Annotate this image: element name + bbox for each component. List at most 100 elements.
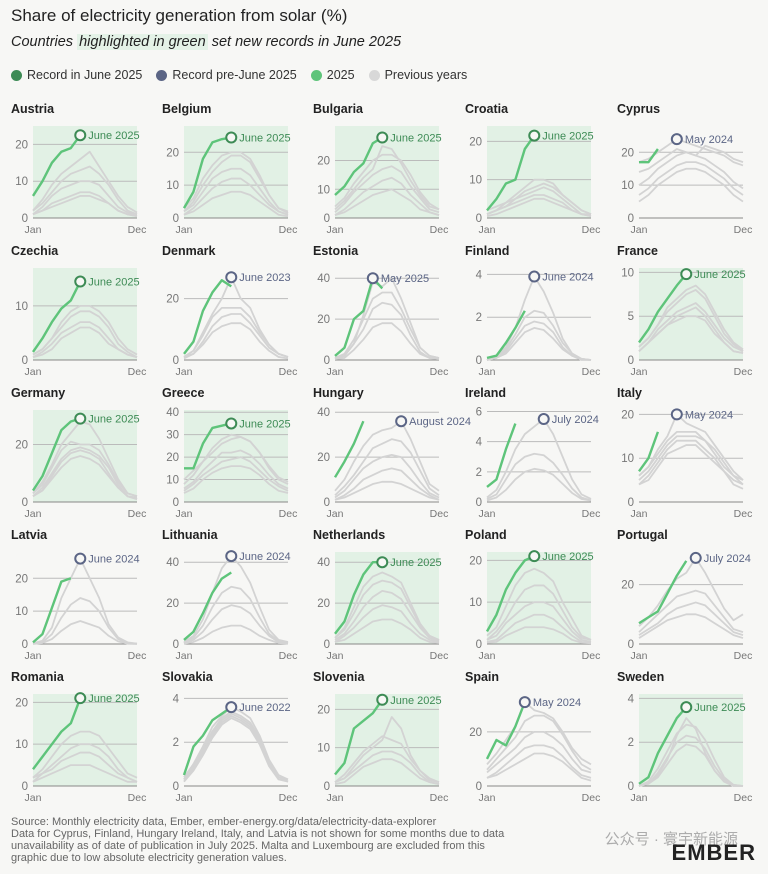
previous-year-line — [183, 456, 289, 492]
chart-title: Share of electricity generation from sol… — [11, 6, 348, 25]
country-chart: 0 10 20 30 40 Jan Dec June 2025 — [166, 407, 297, 520]
legend-swatch — [310, 69, 322, 81]
y-tick-label: 40 — [317, 273, 330, 285]
country-label: France — [617, 244, 658, 258]
line-2025 — [485, 701, 526, 760]
panel-croatia: Croatia 0 10 20 Jan Dec June 2025 — [465, 102, 616, 244]
country-chart: 0 20 40 Jan Dec May 2025 — [317, 272, 448, 378]
y-tick-label: 40 — [317, 407, 330, 419]
y-tick-label: 10 — [469, 175, 482, 187]
y-tick-label: 0 — [173, 639, 179, 651]
legend-item-2025: 2025 — [310, 68, 355, 82]
previous-year-line — [334, 750, 440, 785]
country-label: Poland — [465, 528, 507, 542]
x-tick-label: Jan — [631, 224, 648, 236]
previous-year-line — [638, 557, 744, 627]
country-chart: 0 20 Jan Dec May 2024 — [469, 696, 600, 804]
y-tick-label: 10 — [469, 597, 482, 609]
y-tick-label: 0 — [173, 781, 179, 793]
record-label: June 2025 — [88, 277, 139, 289]
x-tick-label: Jan — [25, 650, 42, 662]
country-chart: 0 10 20 Jan Dec June 2025 — [15, 126, 146, 236]
previous-year-line — [486, 584, 592, 641]
panel-ireland: Ireland 0 2 4 6 Jan Dec July 2024 — [465, 386, 616, 528]
y-tick-label: 20 — [15, 573, 28, 585]
panel-spain: Spain 0 20 Jan Dec May 2024 — [465, 670, 616, 812]
line-2025 — [183, 279, 232, 355]
previous-year-line — [638, 315, 744, 354]
y-tick-label: 20 — [317, 452, 330, 464]
previous-year-line — [183, 710, 289, 781]
y-tick-label: 10 — [621, 453, 634, 465]
y-tick-label: 2 — [476, 467, 482, 479]
footer-line: Source: Monthly electricity data, Ember,… — [11, 816, 437, 828]
country-label: Portugal — [617, 528, 668, 542]
previous-year-line — [32, 420, 138, 498]
previous-year-line — [486, 327, 591, 361]
x-tick-label: Jan — [25, 508, 42, 520]
legend-swatch — [11, 69, 22, 81]
record-label: July 2024 — [704, 553, 751, 565]
line-2025 — [184, 422, 232, 470]
panel-romania: Romania 0 10 20 Jan Dec June 2025 — [11, 670, 162, 812]
previous-year-line — [183, 555, 289, 643]
watermark: 公众号 · 寰宇新能源 — [604, 831, 738, 848]
line-2025 — [333, 420, 365, 478]
line-2025 — [32, 280, 82, 353]
previous-year-line — [334, 618, 440, 644]
panel-latvia: Latvia 0 10 20 Jan Dec June 2024 — [11, 528, 162, 670]
x-tick-label: Dec — [279, 366, 298, 378]
country-chart: 0 20 40 Jan Dec August 2024 — [317, 407, 471, 520]
record-marker — [528, 550, 541, 563]
x-tick-label: Jan — [327, 650, 344, 662]
record-marker — [680, 701, 693, 714]
panel-cyprus: Cyprus 0 10 20 Jan Dec May 2024 — [617, 102, 768, 244]
previous-year-line — [32, 557, 138, 645]
x-tick-label: Dec — [734, 650, 753, 662]
y-tick-label: 4 — [628, 693, 635, 705]
record-label: May 2025 — [381, 273, 429, 285]
line-2025 — [486, 310, 526, 360]
previous-year-line — [486, 613, 592, 644]
panel-france: France 0 5 10 Jan Dec June 2025 — [617, 244, 768, 386]
y-tick-label: 5 — [628, 311, 634, 323]
y-tick-label: 0 — [628, 355, 634, 367]
panel-finland: Finland 0 2 4 Jan Dec June 2024 — [465, 244, 616, 386]
x-tick-label: Dec — [128, 508, 147, 520]
previous-year-line — [183, 465, 289, 494]
previous-year-line — [334, 579, 440, 641]
y-tick-label: 40 — [166, 557, 179, 569]
previous-year-line — [638, 435, 744, 486]
previous-year-line — [183, 624, 289, 645]
y-tick-label: 10 — [15, 606, 28, 618]
y-tick-label: 4 — [476, 437, 483, 449]
record-marker — [74, 692, 87, 705]
record-label: June 2025 — [542, 551, 593, 563]
x-tick-label: Dec — [734, 366, 753, 378]
subtitle-pre: Countries — [11, 34, 78, 50]
panel-germany: Germany 0 20 Jan Dec June 2025 — [11, 386, 162, 528]
record-marker — [670, 408, 683, 421]
country-chart: 0 20 40 Jan Dec June 2025 — [317, 552, 448, 662]
y-tick-label: 20 — [317, 598, 330, 610]
country-chart: 0 10 20 Jan Dec June 2025 — [317, 126, 448, 236]
footer-line: unavailability as of date of publication… — [11, 840, 485, 852]
country-label: Sweden — [617, 670, 665, 684]
record-marker — [74, 412, 87, 425]
y-tick-label: 4 — [173, 693, 180, 705]
country-chart: 0 20 Jan Dec June 2023 — [166, 271, 298, 378]
record-label: June 2022 — [239, 702, 290, 714]
line-2025 — [638, 560, 688, 625]
footer-line: graphic due to low absolute electricity … — [11, 852, 287, 864]
y-tick-label: 0 — [22, 497, 28, 509]
x-tick-label: Dec — [128, 366, 147, 378]
previous-year-line — [334, 277, 440, 359]
y-tick-label: 0 — [22, 781, 28, 793]
small-multiples-grid: Austria 0 10 20 Jan Dec June 2025 Belgium 0 10 20 J… — [0, 94, 768, 804]
y-tick-label: 0 — [628, 639, 634, 651]
country-label: Germany — [11, 386, 66, 400]
legend-label: Record in June 2025 — [27, 68, 143, 82]
record-label: June 2025 — [239, 133, 290, 145]
line-2025 — [182, 706, 232, 776]
x-tick-label: Jan — [631, 792, 648, 804]
